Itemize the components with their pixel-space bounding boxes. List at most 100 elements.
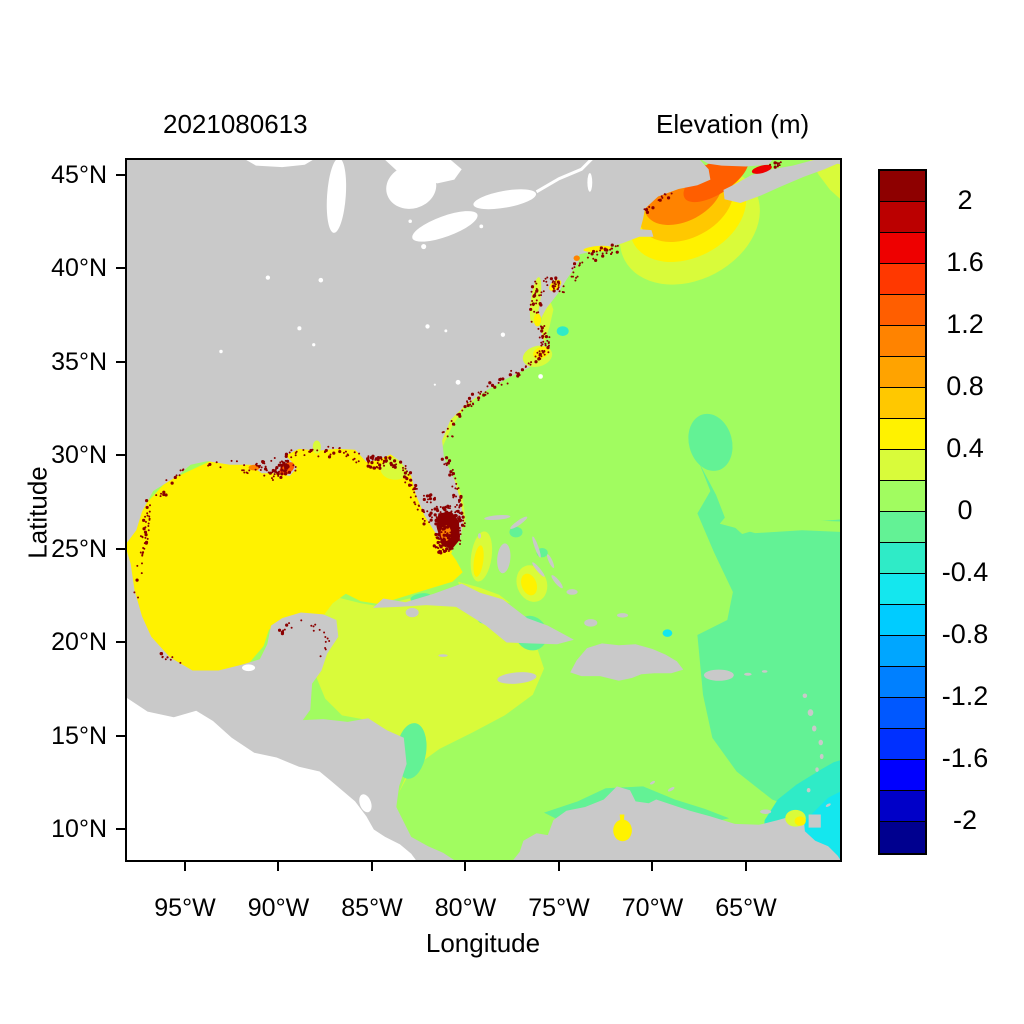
stipple-dot	[446, 544, 449, 547]
stipple-dot	[543, 349, 546, 352]
stipple-dot	[143, 530, 148, 534]
stipple-dot	[599, 246, 603, 250]
stipple-dot	[456, 509, 460, 513]
stipple-dot	[417, 504, 420, 507]
stipple-dot	[282, 461, 286, 465]
stipple-dot	[141, 554, 144, 557]
stipple-dot	[515, 371, 518, 374]
stipple-dot	[557, 283, 560, 286]
stipple-dot	[477, 399, 480, 402]
island-small	[510, 516, 528, 529]
x-tick-mark	[651, 862, 654, 871]
stipple-dot	[530, 290, 533, 293]
stipple-dot	[501, 377, 505, 381]
stipple-dot	[488, 381, 492, 385]
stipple-dot	[409, 496, 412, 499]
stipple-dot	[439, 513, 442, 516]
stipple-dot	[283, 628, 286, 631]
map-frame	[125, 158, 842, 862]
stipple-dot	[326, 637, 329, 640]
stipple-dot	[248, 469, 251, 472]
ocean-dot-hispaniola-n	[662, 629, 673, 637]
stipple-dot	[284, 452, 289, 456]
stipple-dot	[544, 334, 549, 339]
stipple-dot	[415, 487, 418, 490]
stipple-dot	[445, 547, 448, 550]
y-tick-mark	[116, 454, 125, 457]
stipple-dot	[436, 546, 439, 549]
stipple-dot	[451, 515, 454, 518]
stipple-dot	[540, 291, 543, 294]
y-tick-label: 40°N	[51, 254, 107, 283]
stipple-dot	[448, 518, 452, 522]
stipple-dot	[277, 628, 282, 632]
stipple-dot	[457, 527, 460, 530]
stipple-dot	[534, 355, 537, 358]
stipple-dot	[579, 262, 582, 265]
x-tick-mark	[183, 862, 186, 871]
stipple-dot	[458, 506, 461, 509]
stipple-dot	[179, 661, 182, 664]
island-small	[551, 575, 563, 589]
x-tick-label: 70°W	[621, 894, 684, 922]
stipple-dot	[440, 519, 443, 522]
stipple-dot	[447, 459, 452, 463]
stipple-dot	[404, 467, 407, 470]
stipple-dot	[557, 286, 560, 289]
ocean-patch-bahamas-1	[509, 526, 523, 538]
colorbar-cell	[880, 450, 925, 481]
colorbar-cell	[880, 729, 925, 760]
stipple-dot	[534, 360, 538, 364]
colorbar-cell	[880, 233, 925, 264]
stipple-dot	[443, 538, 446, 541]
stipple-dot	[541, 343, 544, 346]
elevation-map	[127, 160, 840, 860]
stipple-dot	[277, 470, 280, 473]
stipple-dot	[300, 619, 303, 622]
stipple-dot	[558, 290, 561, 293]
stipple-dot	[215, 461, 218, 464]
stipple-dot	[610, 247, 613, 250]
stipple-dot	[444, 511, 447, 514]
stipple-dot	[179, 469, 182, 472]
stipple-dot	[558, 282, 561, 285]
stipple-dot	[258, 466, 261, 469]
stipple-dot	[390, 463, 393, 466]
stipple-dot	[450, 531, 453, 534]
stipple-dot	[273, 456, 276, 459]
stipple-dot	[367, 456, 370, 459]
stipple-dot	[449, 505, 452, 508]
stipple-dot	[437, 526, 440, 529]
stipple-dot	[445, 462, 448, 465]
land-lake-speck	[219, 349, 223, 354]
stipple-dot	[609, 248, 612, 251]
lake-maracaibo	[613, 819, 632, 842]
stipple-dot	[139, 535, 142, 538]
stipple-dot	[283, 469, 287, 473]
stipple-dot	[279, 461, 282, 464]
stipple-dot	[317, 455, 320, 458]
y-tick-mark	[116, 173, 125, 176]
stipple-dot	[554, 278, 557, 281]
stipple-dot	[148, 510, 151, 513]
stipple-dot	[539, 294, 542, 297]
stipple-dot	[533, 310, 536, 313]
stipple-dot	[139, 551, 142, 554]
stipple-dot	[554, 285, 557, 288]
stipple-dot	[532, 304, 535, 307]
stipple-dot	[445, 550, 448, 553]
stipple-dot	[529, 303, 532, 306]
stipple-dot	[458, 542, 461, 545]
stipple-dot	[402, 475, 407, 479]
land-lake-speck	[318, 277, 324, 283]
stipple-dot	[140, 562, 143, 565]
y-tick-mark	[116, 547, 125, 550]
stipple-dot	[530, 320, 533, 323]
stipple-dot	[460, 511, 464, 515]
land-lake-speck	[433, 383, 436, 386]
stipple-dot	[319, 655, 322, 658]
stipple-dot	[270, 459, 273, 462]
stipple-dot	[447, 512, 450, 515]
stipple-dot	[450, 521, 453, 524]
